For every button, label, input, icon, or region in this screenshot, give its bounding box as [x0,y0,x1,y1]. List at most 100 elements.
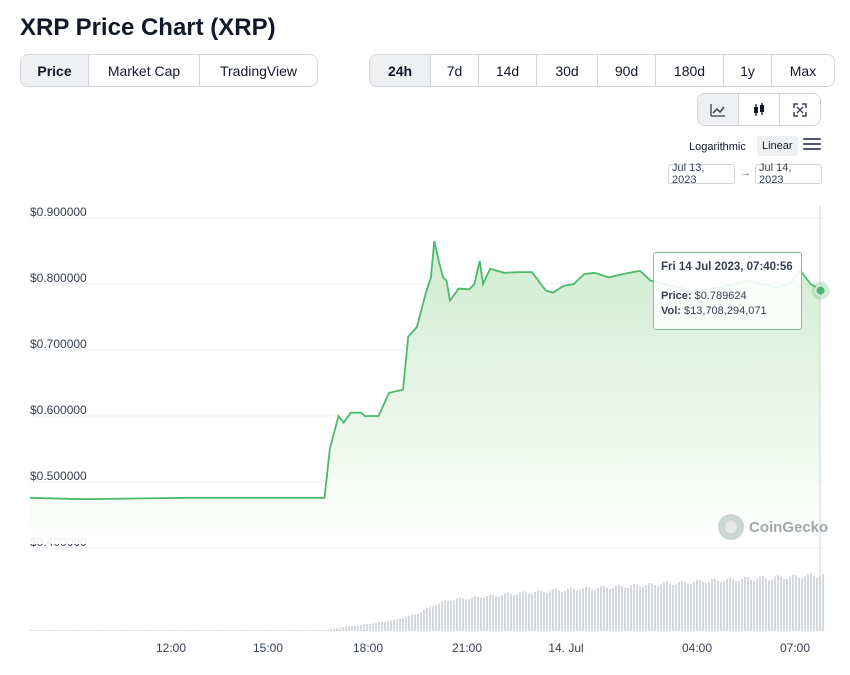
volume-bar [486,596,488,631]
volume-bar [255,629,257,631]
volume-bar [300,629,302,631]
volume-bar [474,596,476,631]
volume-bar [669,583,671,631]
volume-bar [666,581,668,631]
volume-bar [102,630,104,631]
volume-bar [468,599,470,631]
volume-bar [615,585,617,631]
volume-bar [564,590,566,631]
range-1y[interactable]: 1y [724,55,772,86]
volume-bar [465,599,467,631]
volume-bar [234,629,236,631]
volume-bar [429,606,431,631]
volume-bar [342,627,344,631]
tooltip-price-value: $0.789624 [694,290,747,302]
volume-bar [537,590,539,631]
volume-bar [783,578,785,631]
line-chart-icon[interactable] [698,94,739,125]
range-7d[interactable]: 7d [431,55,479,86]
volume-bar [90,629,92,631]
tab-market-cap[interactable]: Market Cap [89,55,200,86]
range-90d[interactable]: 90d [598,55,656,86]
volume-bar [786,578,788,631]
volume-bar [411,614,413,631]
volume-bar [762,576,764,631]
volume-bar [30,629,32,631]
volume-bar [609,588,611,631]
volume-bar [582,588,584,631]
volume-bar [741,578,743,631]
linear-scale-option[interactable]: Linear [757,136,798,156]
menu-icon[interactable] [803,138,821,152]
range-max[interactable]: Max [789,62,817,79]
volume-bar [711,579,713,631]
volume-bar [747,577,749,631]
volume-bar [732,578,734,631]
volume-bar [504,593,506,631]
volume-bar [600,586,602,631]
volume-bar [237,629,239,631]
volume-bar [807,574,809,631]
volume-bar [720,582,722,631]
volume-bar [93,629,95,631]
volume-bar [543,592,545,631]
volume-bar [252,629,254,631]
volume-bar [294,629,296,631]
volume-bar [624,587,626,631]
hover-marker [814,284,827,297]
volume-bar [489,594,491,631]
volume-bar [51,630,53,631]
volume-bar [393,619,395,631]
tab-price[interactable]: Price [21,55,89,86]
volume-bar [180,630,182,631]
volume-bar [453,600,455,631]
volume-bar [612,587,614,631]
volume-bar [432,606,434,631]
volume-bar [168,629,170,631]
volume-bar [531,593,533,631]
volume-bar [159,629,161,631]
volume-bar [249,629,251,631]
volume-bar [426,607,428,631]
volume-bar [795,575,797,631]
volume-bar [63,629,65,631]
volume-bar [798,577,800,631]
date-to-input[interactable]: Jul 14, 2023 [755,162,822,186]
volume-bar [141,629,143,631]
x-tick-label: 21:00 [452,641,482,655]
volume-bar [108,629,110,631]
volume-bar [816,577,818,631]
volume-bar [105,629,107,631]
volume-bar [351,626,353,631]
volume-bar [636,584,638,631]
date-from-input[interactable]: Jul 13, 2023 [668,162,735,186]
range-180d[interactable]: 180d [656,55,724,86]
volume-bar [336,627,338,631]
y-tick-label: $0.600000 [30,403,87,417]
volume-bar [48,629,50,631]
volume-bar [810,573,812,631]
x-tick-label: 15:00 [253,641,283,655]
volume-bar [804,576,806,631]
volume-bar [708,581,710,631]
volume-bar [192,629,194,631]
volume-bar [390,620,392,631]
range-14d[interactable]: 14d [479,55,537,86]
volume-bar [405,617,407,631]
logarithmic-scale-option[interactable]: Logarithmic [689,141,746,153]
volume-bar [618,584,620,631]
volume-bar [318,629,320,631]
volume-bar [396,618,398,631]
volume-bar [297,629,299,631]
tab-tradingview[interactable]: TradingView [219,62,298,79]
range-30d[interactable]: 30d [537,55,598,86]
candlestick-icon[interactable] [739,94,780,125]
volume-bar [516,594,518,631]
volume-bar [540,590,542,631]
range-24h[interactable]: 24h [370,55,431,86]
volume-bar [324,630,326,631]
fullscreen-icon[interactable] [780,94,820,125]
volume-bar [684,581,686,631]
page-title: XRP Price Chart (XRP) [20,14,276,41]
